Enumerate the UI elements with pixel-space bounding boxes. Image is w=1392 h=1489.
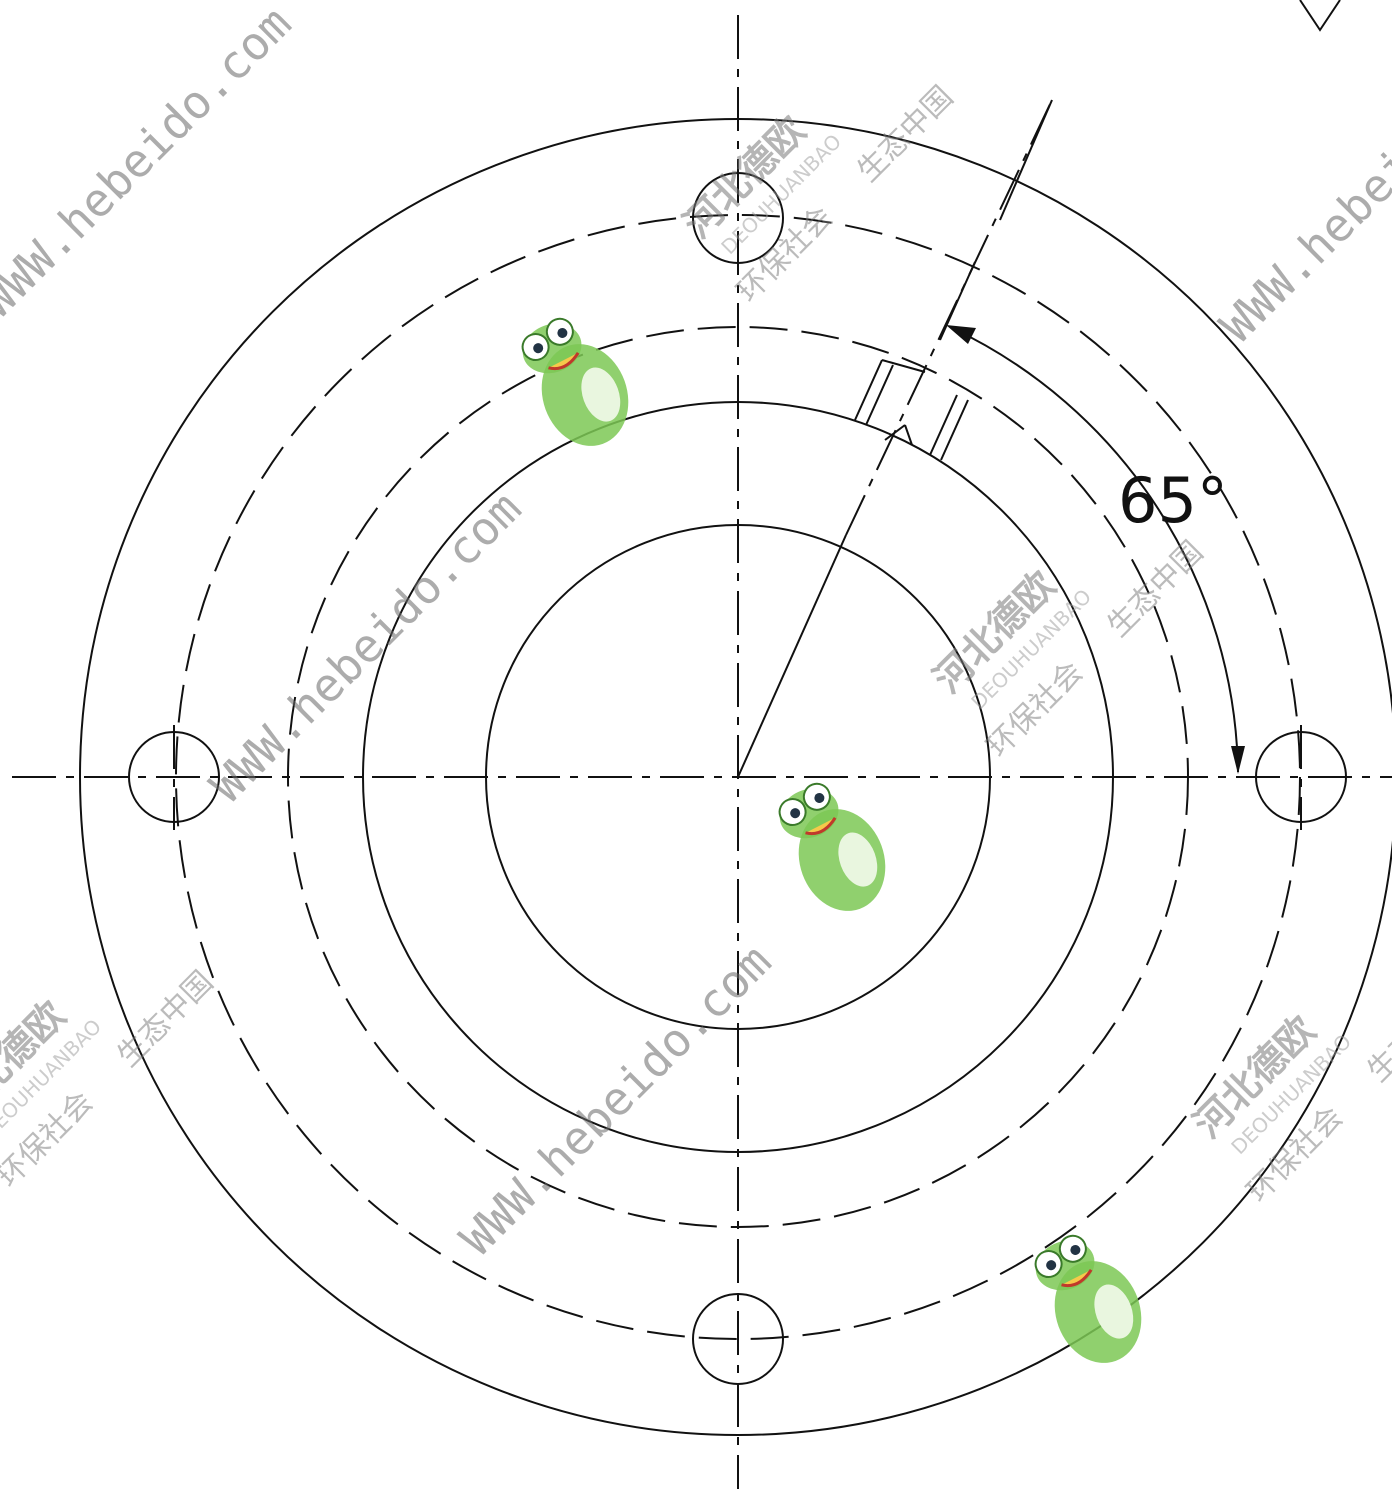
frog-mascot-icon — [778, 782, 886, 911]
watermark-brand-block: 河北德欧 DEOUHUANBAO 环保社会 生态中国 — [1185, 979, 1392, 1209]
angle-label: 65° — [1118, 464, 1228, 537]
angled-extension-line — [999, 99, 1053, 221]
angle-arrow-top — [946, 325, 976, 344]
header-text: 大环 — [1095, 0, 1215, 10]
angle-arrow-bottom — [1231, 746, 1245, 774]
watermark-url: WWW.hebeido.com — [1210, 21, 1392, 353]
angled-solid-line — [737, 534, 847, 778]
frog-mascot-icon — [1034, 1234, 1142, 1363]
header-triangle — [1299, 0, 1341, 32]
watermark-layer: WWW.hebeido.com WWW.hebeido.com WWW.hebe… — [0, 0, 1392, 1363]
svg-text:生态中国: 生态中国 — [851, 79, 961, 189]
watermark-url: WWW.hebeido.com — [450, 934, 782, 1266]
watermark-brand-block: 河北德欧 DEOUHUANBAO 环保社会 生态中国 — [675, 79, 961, 309]
watermark-url: WWW.hebeido.com — [0, 0, 302, 328]
bolt-circle — [175, 214, 1301, 1340]
section-marks — [854, 359, 969, 461]
watermark-brand-block: 河北德欧 DEOUHUANBAO 环保社会 生态中国 — [0, 964, 220, 1194]
angled-center-line — [845, 99, 1053, 536]
angle-dimension-arc — [951, 327, 1239, 773]
svg-text:生态中国: 生态中国 — [1101, 534, 1211, 644]
watermark-url: WWW.hebeido.com — [200, 481, 532, 813]
svg-text:生态中国: 生态中国 — [1361, 979, 1392, 1089]
frog-mascot-icon — [521, 317, 629, 446]
angle-extension-tick — [939, 261, 976, 341]
